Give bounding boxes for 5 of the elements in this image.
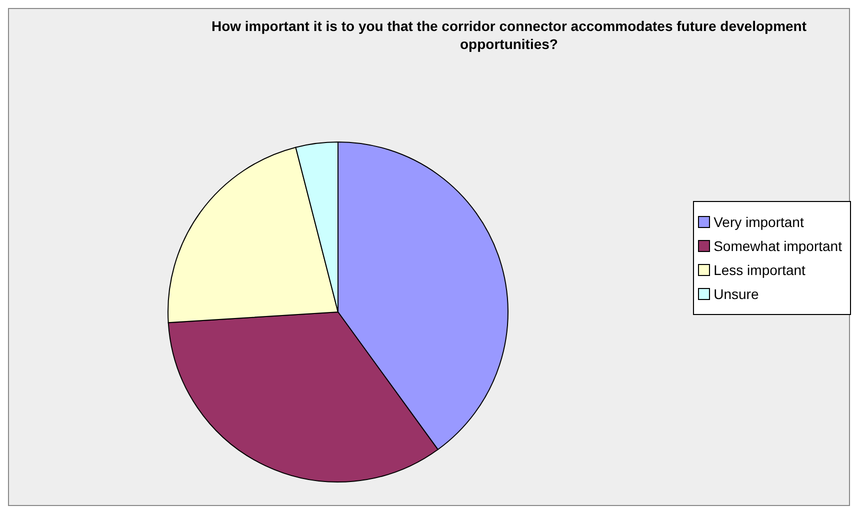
legend-label: Very important <box>714 213 804 232</box>
chart-title: How important it is to you that the corridor connector accommodates future development opportunities? <box>210 17 808 53</box>
legend-label: Unsure <box>714 285 759 304</box>
legend-label: Less important <box>714 261 806 280</box>
legend-label: Somewhat important <box>714 237 842 256</box>
